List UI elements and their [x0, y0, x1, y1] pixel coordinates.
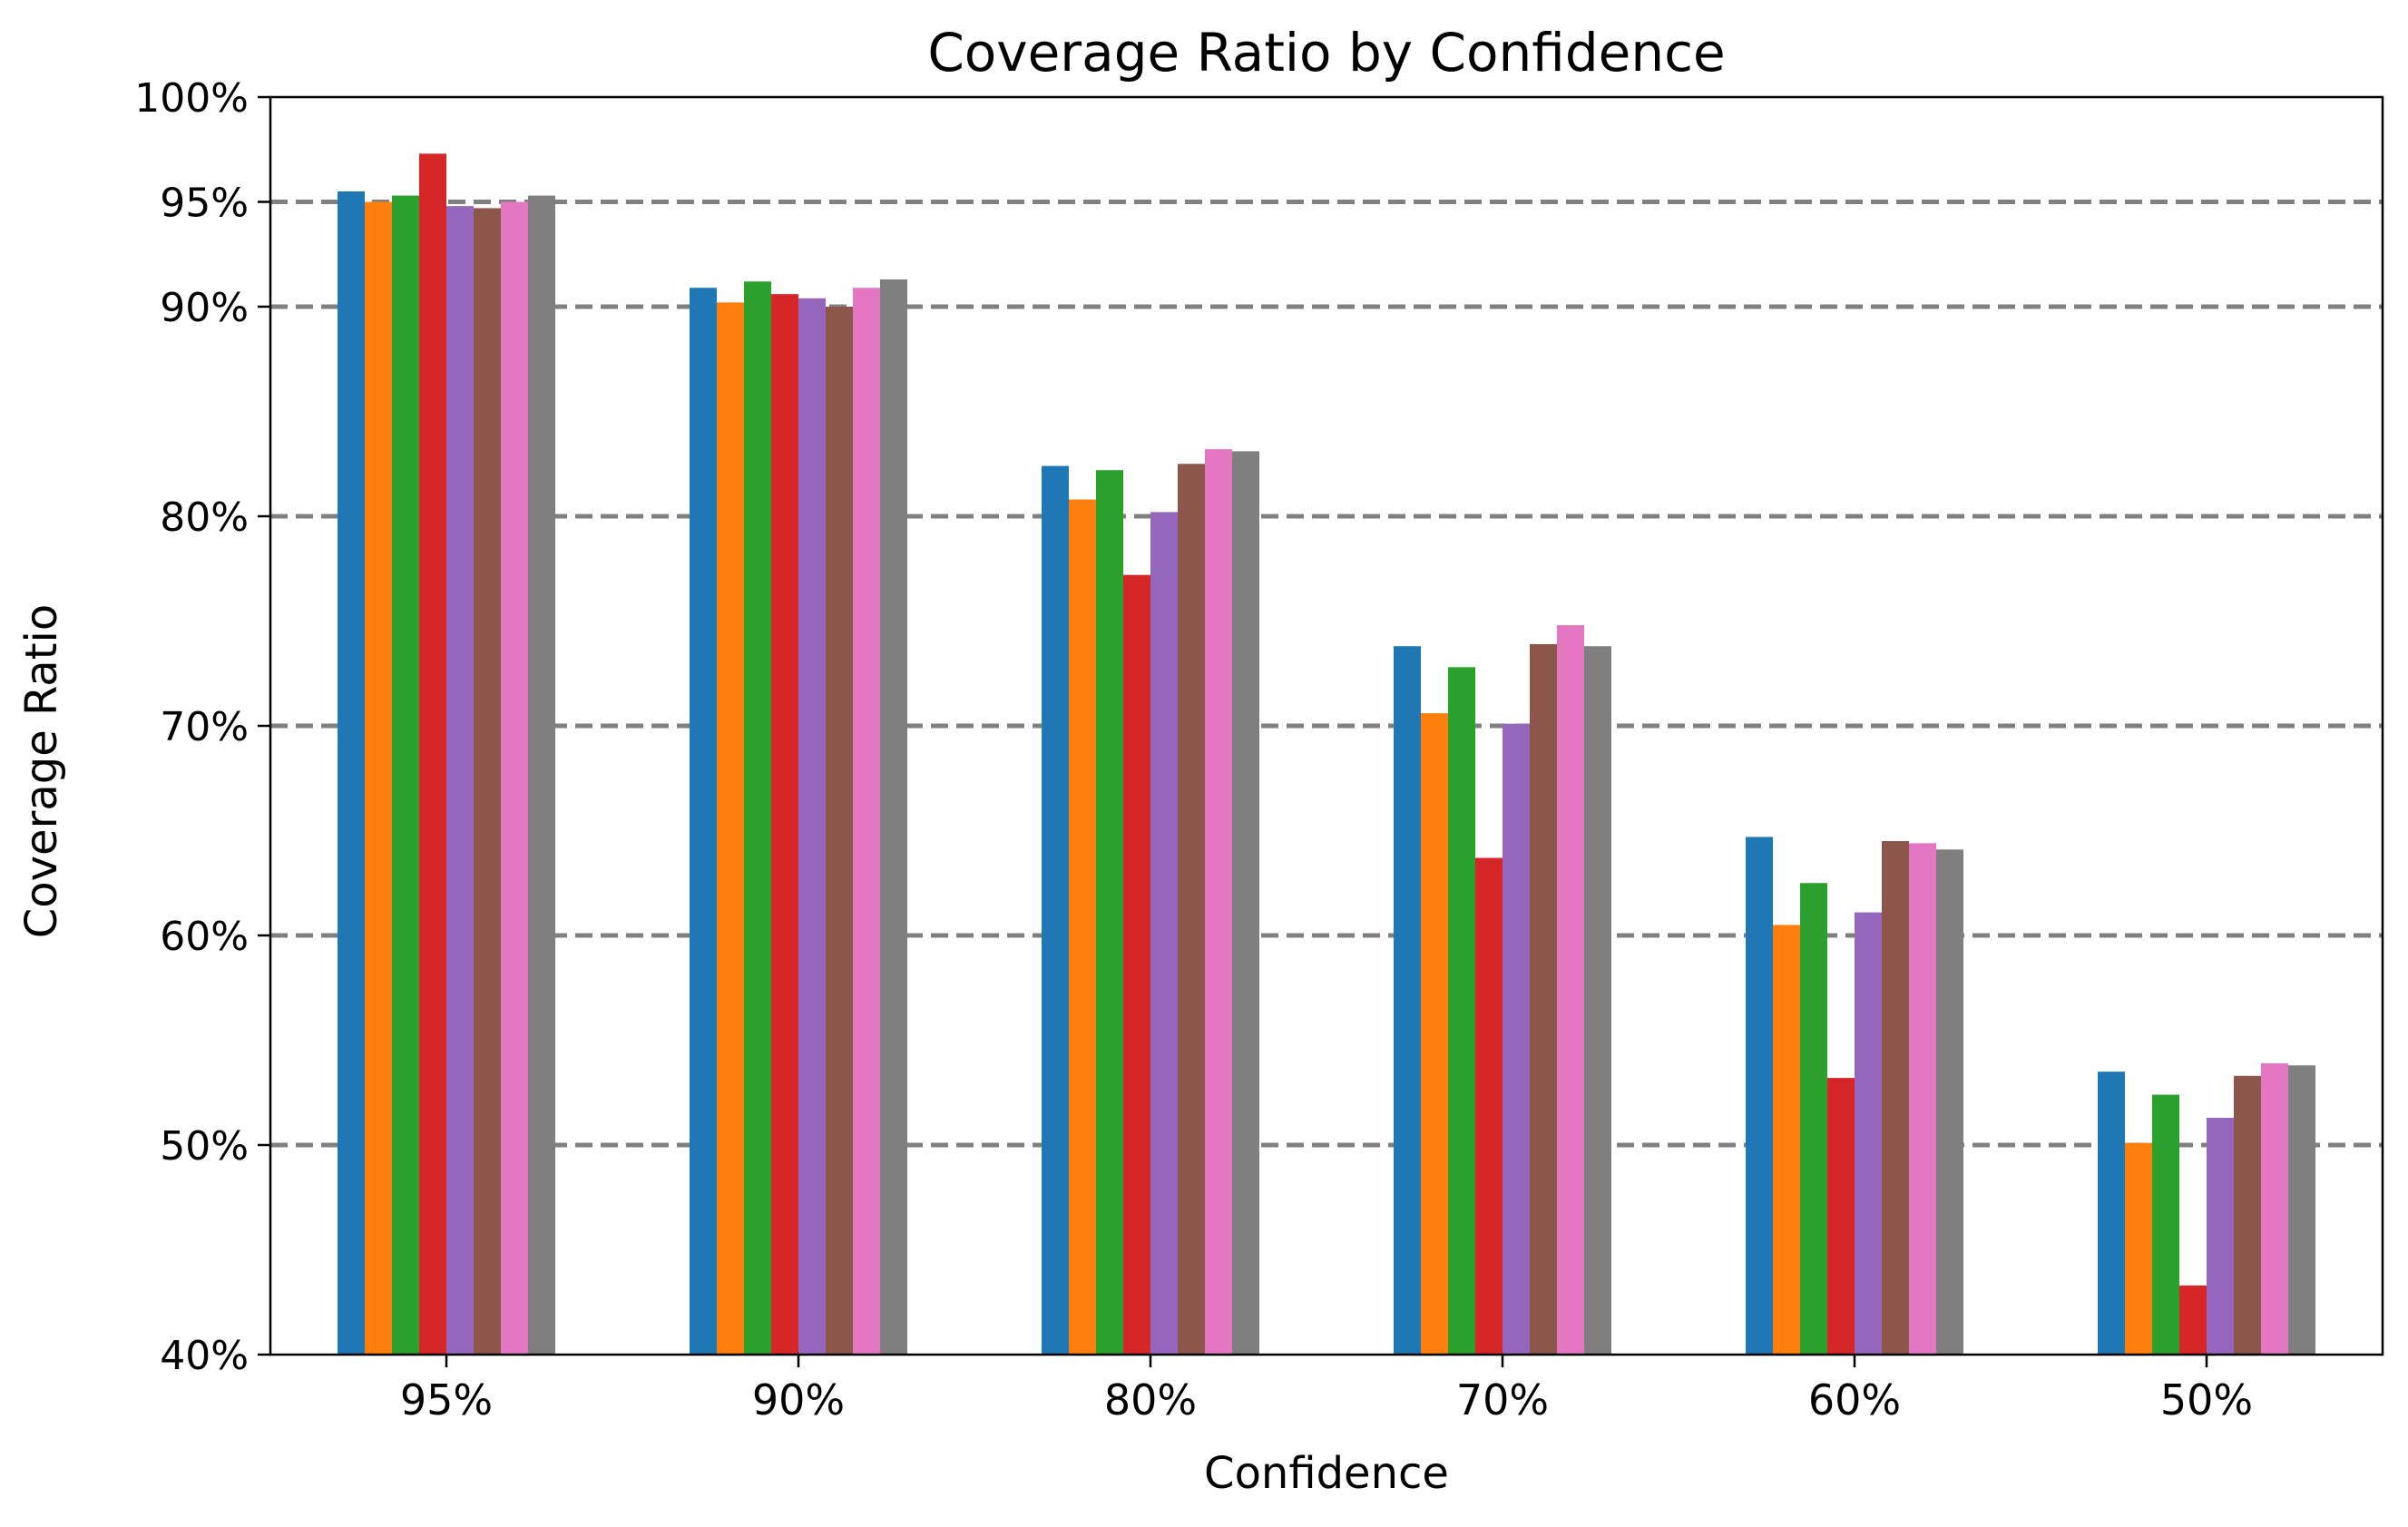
bar	[474, 208, 501, 1356]
y-tick-label: 80%	[160, 494, 249, 541]
bar	[1475, 857, 1503, 1355]
bar	[744, 281, 771, 1355]
bar	[1123, 574, 1150, 1355]
bar	[1855, 912, 1882, 1355]
bar	[1530, 643, 1557, 1355]
bar	[1503, 723, 1530, 1355]
bars	[338, 153, 2315, 1356]
bar	[2179, 1285, 2207, 1355]
bar	[1069, 499, 1096, 1355]
x-axis-title: Confidence	[1204, 1448, 1449, 1499]
bar	[1773, 925, 1800, 1355]
bar	[1178, 464, 1205, 1355]
x-tick-label: 70%	[1456, 1375, 1549, 1424]
bar	[826, 307, 853, 1355]
y-axis-title: Coverage Ratio	[16, 604, 67, 938]
bar	[338, 191, 365, 1356]
bar	[1421, 713, 1448, 1355]
bar	[1882, 841, 1909, 1355]
bar	[2125, 1142, 2152, 1355]
bar	[2261, 1062, 2288, 1355]
bar	[1936, 849, 1963, 1355]
x-axis: 95% 90% 80% 70% 60% 50%	[400, 1355, 2253, 1424]
x-tick-label: 60%	[1808, 1375, 1901, 1424]
bar	[1232, 451, 1259, 1355]
x-tick-label: 80%	[1104, 1375, 1197, 1424]
bar	[1746, 837, 1773, 1355]
y-tick-label: 70%	[160, 704, 249, 750]
bar	[771, 294, 798, 1355]
x-tick-label: 95%	[400, 1375, 493, 1424]
bar	[1394, 646, 1421, 1355]
bar	[2152, 1094, 2179, 1355]
bar	[392, 195, 419, 1355]
bar	[1909, 843, 1936, 1355]
bar	[880, 279, 907, 1356]
y-tick-label: 90%	[160, 285, 249, 331]
bar	[1557, 625, 1584, 1355]
bar	[798, 298, 826, 1355]
bar	[365, 201, 392, 1355]
chart-title: Coverage Ratio by Confidence	[927, 22, 1725, 83]
bar	[1096, 470, 1123, 1355]
bar	[446, 206, 474, 1355]
bar	[717, 302, 744, 1355]
bar	[419, 153, 446, 1355]
bar	[1150, 512, 1178, 1355]
bar	[528, 195, 555, 1355]
bar	[1448, 667, 1475, 1355]
x-tick-label: 90%	[752, 1375, 845, 1424]
bar	[1042, 465, 1069, 1355]
bar	[2098, 1072, 2125, 1355]
x-tick-label: 50%	[2160, 1375, 2253, 1424]
bar	[2207, 1117, 2234, 1355]
bar	[1800, 883, 1827, 1355]
y-tick-label: 40%	[160, 1333, 249, 1379]
y-axis: 40% 50% 60% 70% 80% 90% 95% 100%	[134, 75, 270, 1379]
y-tick-label: 95%	[160, 181, 249, 227]
bar	[1827, 1078, 1855, 1355]
bar	[690, 288, 717, 1356]
bar	[1205, 449, 1232, 1356]
y-tick-label: 60%	[160, 914, 249, 960]
y-tick-label: 50%	[160, 1123, 249, 1170]
bar	[1584, 646, 1611, 1355]
bar	[2234, 1075, 2261, 1355]
bar	[853, 288, 880, 1356]
bar	[2288, 1065, 2315, 1355]
bar	[501, 201, 528, 1355]
y-tick-label: 100%	[134, 75, 249, 122]
reference-lines	[270, 200, 2383, 1148]
